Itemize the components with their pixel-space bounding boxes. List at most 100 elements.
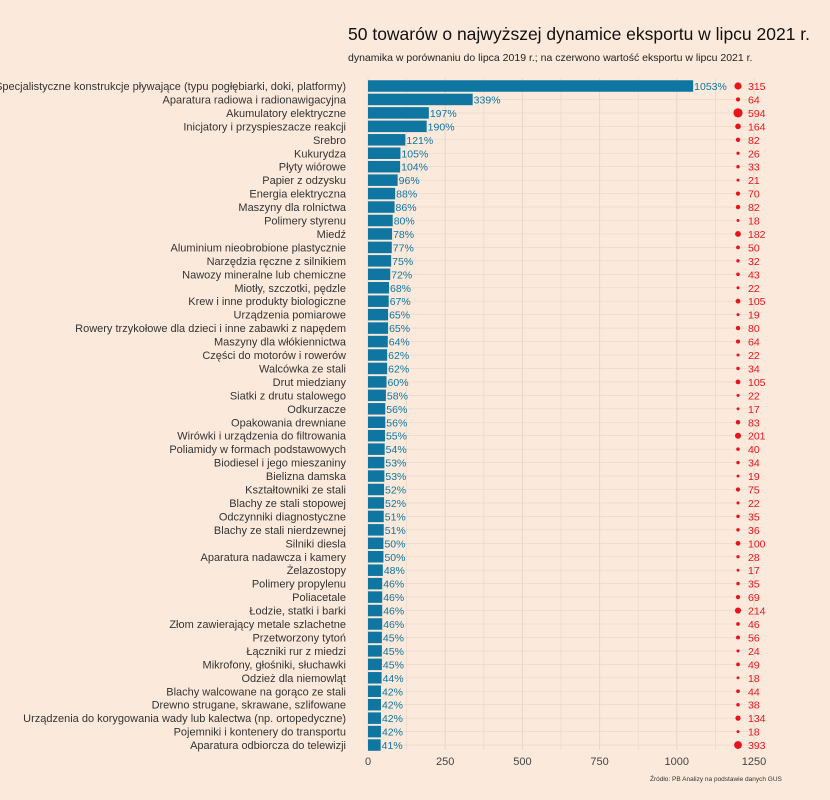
category-label: Polimery styrenu	[264, 216, 346, 228]
export-dot	[736, 447, 740, 451]
category-labels-layer: Specjalistyczne konstrukcje pływające (t…	[0, 81, 347, 752]
bar-labels-layer: 1053% 339% 197%190% 121%105% 104%96% 88%86% 80…	[382, 81, 727, 752]
bar-value-label: 51%	[385, 511, 406, 523]
bar	[368, 282, 389, 294]
x-tick-label: 500	[513, 756, 531, 768]
category-label: Urządzenia pomiarowe	[234, 310, 347, 322]
bar	[368, 551, 384, 563]
bar-value-label: 52%	[385, 498, 406, 510]
category-label: Polimery propylenu	[252, 579, 346, 591]
dots-layer	[733, 82, 743, 749]
export-value-label: 315	[748, 81, 766, 93]
bar-value-label: 46%	[383, 619, 404, 631]
category-label: Części do motorów i rowerów	[202, 350, 346, 362]
category-label: Kształtowniki ze stali	[245, 485, 346, 497]
bar-value-label: 50%	[384, 538, 405, 550]
export-dot	[736, 622, 740, 626]
bar	[368, 335, 388, 348]
bar	[368, 147, 401, 159]
category-label: Odczynniki diagnostyczne	[219, 511, 346, 523]
bar-value-label: 339%	[474, 94, 501, 106]
bar-value-label: 72%	[391, 269, 412, 281]
bar-value-label: 42%	[382, 700, 403, 712]
bar-value-label: 1053%	[694, 81, 727, 93]
category-label: Łodzie, statki i barki	[249, 606, 346, 618]
bar-value-label: 45%	[383, 659, 404, 671]
export-value-label: 17	[748, 404, 760, 416]
bar-value-label: 58%	[387, 390, 408, 402]
category-label: Walcówka ze stali	[259, 363, 346, 375]
bar-value-label: 55%	[386, 431, 407, 443]
export-value-label: 82	[748, 135, 760, 147]
export-dot	[736, 702, 740, 707]
category-label: Wirówki i urządzenia do filtrowania	[177, 431, 347, 443]
export-value-label: 134	[748, 713, 766, 725]
category-label: Miotły, szczotki, pędzle	[234, 283, 346, 295]
bar-value-label: 44%	[383, 673, 404, 685]
export-value-label: 82	[748, 202, 760, 214]
export-dot	[734, 741, 742, 749]
export-dot	[736, 219, 740, 222]
category-label: Drut miedziany	[273, 377, 347, 389]
export-dot	[736, 165, 740, 169]
bar	[368, 685, 381, 697]
export-value-label: 70	[748, 189, 760, 201]
bar-value-label: 65%	[389, 323, 410, 335]
export-value-label: 100	[748, 538, 766, 550]
bar	[368, 524, 384, 536]
bar-value-label: 65%	[389, 310, 410, 322]
bar-value-label: 121%	[406, 135, 433, 147]
bar-value-label: 60%	[388, 377, 409, 389]
export-value-label: 21	[748, 175, 760, 187]
export-value-label: 26	[748, 148, 760, 160]
bar	[368, 698, 381, 711]
bar	[368, 403, 386, 415]
bar	[368, 120, 427, 133]
export-value-label: 214	[748, 606, 766, 618]
export-dot	[735, 715, 741, 721]
bar	[368, 268, 391, 281]
export-dot	[736, 730, 740, 734]
category-label: Papier z odzysku	[262, 175, 346, 187]
export-value-label: 34	[748, 458, 760, 470]
export-value-label: 49	[748, 659, 760, 671]
export-value-label: 33	[748, 162, 760, 174]
category-label: Łączniki rur z miedzi	[246, 646, 346, 658]
bar-value-label: 46%	[383, 592, 404, 604]
export-dot	[736, 178, 740, 182]
export-dot	[736, 313, 740, 317]
bar-value-label: 53%	[385, 471, 406, 483]
export-dot	[736, 366, 740, 371]
export-dot	[736, 393, 740, 397]
bar	[368, 228, 393, 240]
export-dot	[736, 528, 740, 532]
bars-layer	[368, 80, 694, 751]
category-label: Bielizna damska	[266, 471, 347, 483]
export-dot	[735, 325, 741, 331]
x-tick-label: 250	[436, 756, 454, 768]
bar-value-label: 62%	[388, 363, 409, 375]
bar-value-label: 88%	[396, 189, 417, 201]
bar	[368, 416, 386, 428]
bar	[368, 389, 386, 402]
bar	[368, 241, 392, 254]
x-tick-label: 750	[590, 756, 608, 768]
category-label: Urządzenia do korygowania wady lub kalec…	[23, 713, 346, 725]
export-dot	[735, 595, 741, 600]
category-label: Odzież dla niemowląt	[241, 673, 346, 685]
category-label: Przetworzony tytoń	[252, 632, 346, 644]
bar-value-label: 96%	[399, 175, 420, 187]
export-value-label: 105	[748, 296, 766, 308]
export-dot	[735, 339, 741, 344]
export-dot	[736, 555, 740, 559]
export-dot	[736, 649, 740, 653]
export-value-label: 164	[748, 121, 766, 133]
export-dot	[733, 108, 743, 118]
x-ticks-layer: 0 250 500 750 1000 1250	[365, 756, 766, 768]
bar	[368, 645, 382, 657]
export-value-label: 28	[748, 552, 760, 564]
export-value-label: 36	[748, 525, 760, 537]
bar	[368, 429, 385, 442]
bar-value-label: 104%	[401, 162, 428, 174]
export-dot	[736, 151, 740, 155]
